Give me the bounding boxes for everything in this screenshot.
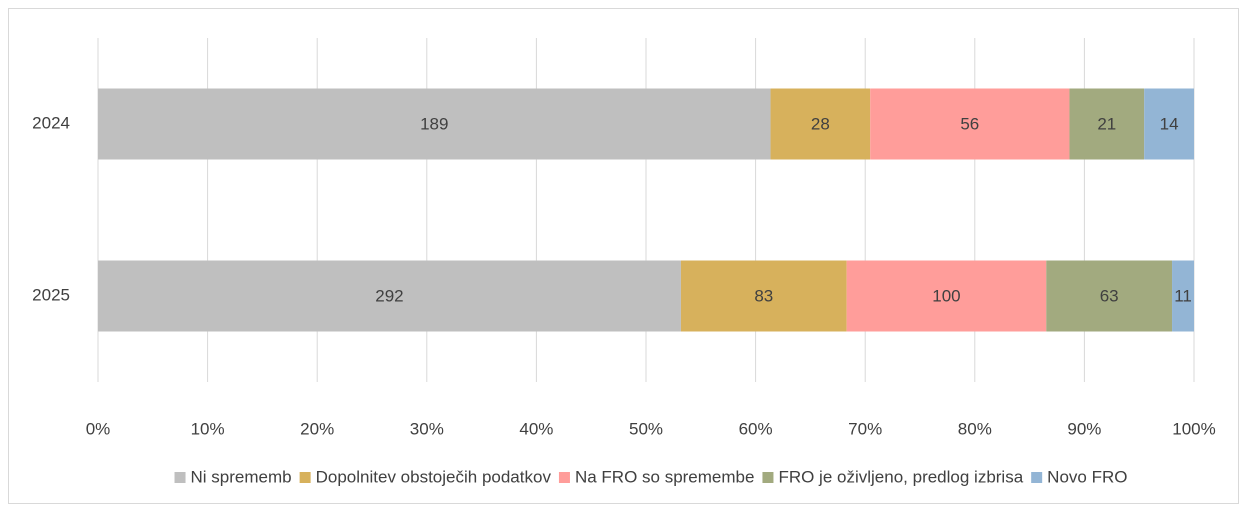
data-label: 189	[420, 114, 448, 133]
bar-segment	[770, 88, 871, 160]
data-label: 28	[811, 114, 830, 133]
x-tick-label: 30%	[410, 419, 444, 438]
legend-label: Dopolnitev obstoječih podatkov	[316, 467, 552, 486]
data-label: 100	[932, 286, 960, 305]
y-tick-label: 2025	[32, 285, 70, 304]
y-tick-label: 2024	[32, 113, 70, 132]
bar-segment	[846, 260, 1047, 332]
legend-label: Ni sprememb	[191, 467, 292, 486]
bar-segment	[680, 260, 847, 332]
legend-label: Na FRO so spremembe	[575, 467, 755, 486]
data-label: 21	[1097, 114, 1116, 133]
bar-segment	[1172, 260, 1194, 332]
bar-segment	[870, 88, 1070, 160]
x-tick-label: 90%	[1067, 419, 1101, 438]
data-label: 83	[754, 286, 773, 305]
x-tick-label: 0%	[86, 419, 111, 438]
bar-segment	[1046, 260, 1173, 332]
x-tick-label: 60%	[739, 419, 773, 438]
x-tick-label: 40%	[519, 419, 553, 438]
data-label: 14	[1160, 114, 1179, 133]
x-tick-label: 10%	[191, 419, 225, 438]
data-label: 292	[375, 286, 403, 305]
data-label: 56	[960, 114, 979, 133]
x-tick-label: 80%	[958, 419, 992, 438]
x-tick-label: 50%	[629, 419, 663, 438]
data-label: 11	[1174, 286, 1192, 305]
legend-swatch	[762, 472, 774, 483]
x-tick-label: 70%	[848, 419, 882, 438]
bar-segment	[1144, 88, 1194, 160]
bar-segment	[98, 88, 771, 160]
x-tick-label: 20%	[300, 419, 334, 438]
legend-swatch	[1031, 472, 1043, 483]
data-label: 63	[1100, 286, 1119, 305]
bar-segment	[98, 260, 681, 332]
legend-swatch	[299, 472, 311, 483]
legend-swatch	[558, 472, 570, 483]
x-tick-label: 100%	[1172, 419, 1215, 438]
legend-label: Novo FRO	[1047, 467, 1127, 486]
legend-label: FRO je oživljeno, predlog izbrisa	[778, 467, 1023, 486]
legend-swatch	[174, 472, 186, 483]
bar-segment	[1069, 88, 1145, 160]
